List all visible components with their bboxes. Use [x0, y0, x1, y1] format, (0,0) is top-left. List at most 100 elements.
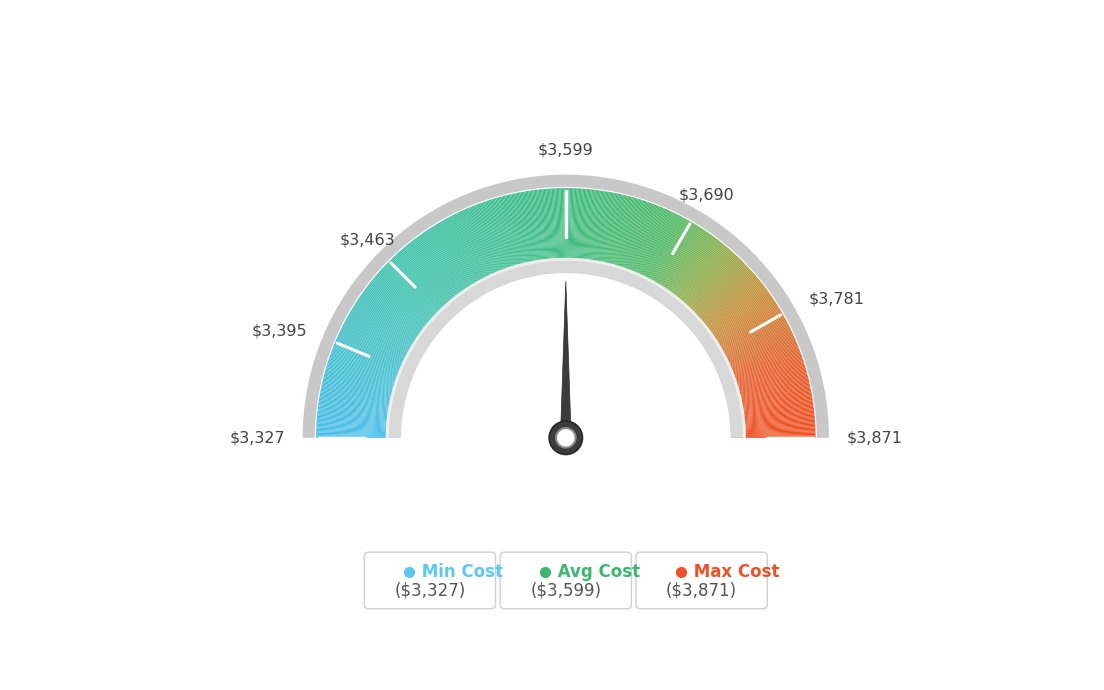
Wedge shape — [729, 386, 810, 404]
Wedge shape — [594, 192, 608, 274]
Wedge shape — [328, 361, 407, 387]
Wedge shape — [628, 206, 660, 284]
Wedge shape — [332, 348, 411, 379]
Wedge shape — [577, 188, 584, 272]
Wedge shape — [731, 400, 813, 413]
Text: Max Cost: Max Cost — [688, 563, 779, 581]
Wedge shape — [341, 328, 416, 365]
Wedge shape — [703, 297, 773, 345]
Wedge shape — [533, 190, 545, 273]
Wedge shape — [380, 270, 443, 326]
Wedge shape — [645, 218, 686, 292]
Wedge shape — [599, 193, 618, 275]
Wedge shape — [573, 188, 577, 271]
Wedge shape — [460, 210, 497, 287]
Wedge shape — [467, 208, 500, 285]
Wedge shape — [510, 194, 530, 275]
Wedge shape — [715, 328, 790, 365]
Wedge shape — [459, 211, 496, 287]
Wedge shape — [596, 193, 613, 274]
Wedge shape — [565, 188, 567, 271]
Wedge shape — [546, 189, 553, 272]
Wedge shape — [329, 357, 408, 385]
Wedge shape — [731, 402, 813, 415]
Wedge shape — [691, 274, 755, 329]
Wedge shape — [718, 335, 794, 370]
Wedge shape — [374, 277, 438, 331]
Wedge shape — [571, 188, 575, 271]
Wedge shape — [359, 297, 428, 344]
Wedge shape — [684, 262, 744, 322]
Wedge shape — [572, 188, 576, 271]
Wedge shape — [633, 209, 668, 286]
Wedge shape — [348, 314, 422, 356]
Circle shape — [549, 421, 583, 455]
Wedge shape — [588, 190, 601, 273]
Wedge shape — [512, 193, 531, 275]
Wedge shape — [679, 254, 735, 316]
Wedge shape — [720, 341, 796, 374]
Wedge shape — [731, 412, 815, 422]
Wedge shape — [397, 253, 455, 315]
Wedge shape — [725, 367, 806, 391]
Wedge shape — [319, 399, 402, 413]
Wedge shape — [347, 317, 420, 358]
Wedge shape — [714, 324, 788, 362]
Wedge shape — [619, 201, 647, 280]
Wedge shape — [367, 286, 434, 337]
Wedge shape — [718, 336, 795, 371]
Wedge shape — [469, 207, 502, 284]
Wedge shape — [556, 188, 561, 271]
Wedge shape — [326, 369, 405, 393]
Wedge shape — [449, 217, 489, 290]
Wedge shape — [321, 386, 403, 404]
Wedge shape — [724, 361, 804, 387]
Wedge shape — [605, 195, 625, 276]
Wedge shape — [732, 421, 815, 427]
Wedge shape — [349, 313, 422, 355]
Wedge shape — [480, 203, 509, 282]
Wedge shape — [468, 208, 501, 285]
Wedge shape — [519, 193, 535, 274]
Wedge shape — [650, 223, 694, 295]
Wedge shape — [603, 195, 623, 276]
Wedge shape — [319, 397, 402, 412]
Wedge shape — [396, 254, 453, 316]
Wedge shape — [659, 231, 708, 301]
Wedge shape — [481, 202, 510, 281]
Wedge shape — [475, 205, 506, 283]
Wedge shape — [594, 192, 611, 274]
Wedge shape — [524, 191, 539, 274]
Wedge shape — [405, 246, 459, 310]
Wedge shape — [517, 193, 533, 275]
Wedge shape — [543, 189, 552, 272]
Wedge shape — [645, 218, 684, 291]
Wedge shape — [532, 190, 544, 273]
Wedge shape — [712, 319, 786, 359]
Wedge shape — [323, 376, 404, 397]
Wedge shape — [395, 255, 453, 317]
Text: $3,871: $3,871 — [846, 431, 902, 445]
Wedge shape — [732, 435, 816, 437]
Wedge shape — [340, 329, 416, 366]
Wedge shape — [331, 350, 410, 380]
Wedge shape — [394, 256, 452, 317]
Wedge shape — [318, 408, 401, 419]
Wedge shape — [341, 327, 416, 364]
Wedge shape — [563, 188, 565, 271]
Wedge shape — [327, 366, 406, 391]
Wedge shape — [423, 232, 471, 301]
Wedge shape — [376, 274, 440, 329]
Wedge shape — [420, 235, 468, 303]
Wedge shape — [732, 437, 816, 438]
Wedge shape — [691, 273, 754, 328]
Wedge shape — [676, 250, 731, 313]
Wedge shape — [411, 241, 463, 307]
Wedge shape — [725, 364, 805, 390]
Wedge shape — [357, 299, 427, 346]
Wedge shape — [384, 266, 445, 324]
Wedge shape — [625, 204, 656, 282]
Wedge shape — [696, 281, 761, 334]
Wedge shape — [343, 322, 418, 362]
Wedge shape — [336, 339, 413, 373]
